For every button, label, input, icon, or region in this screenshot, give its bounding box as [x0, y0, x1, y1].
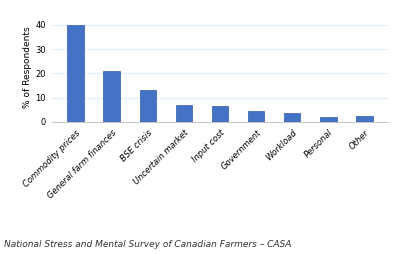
Text: National Stress and Mental Survey of Canadian Farmers – CASA: National Stress and Mental Survey of Can… — [4, 240, 291, 249]
Y-axis label: % of Respondents: % of Respondents — [23, 26, 32, 108]
Bar — [320, 117, 336, 122]
Bar — [356, 116, 373, 122]
Bar — [67, 25, 84, 122]
Bar — [104, 71, 120, 122]
Bar — [176, 105, 192, 122]
Bar — [140, 90, 156, 122]
Bar — [212, 106, 228, 122]
Bar — [248, 111, 264, 122]
Bar — [284, 114, 300, 122]
